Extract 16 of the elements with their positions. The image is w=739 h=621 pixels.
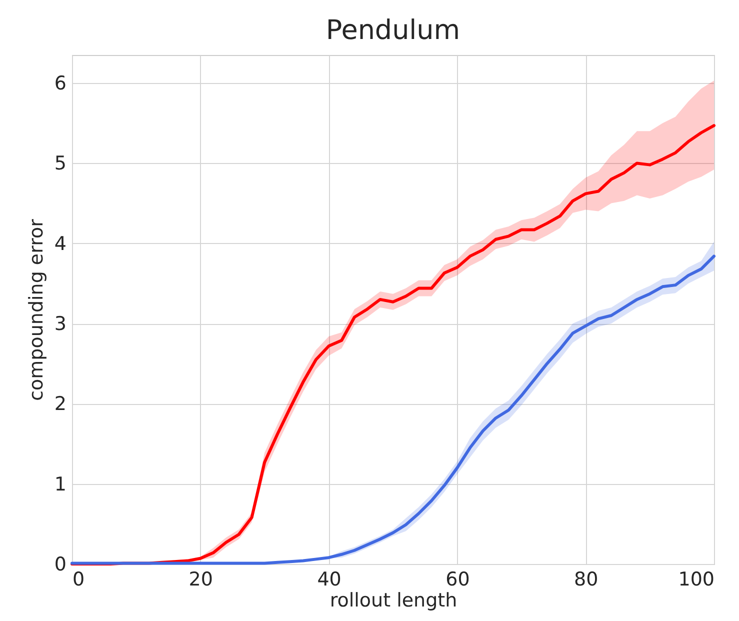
- y-tick-label: 3: [54, 313, 66, 336]
- y-tick-label: 2: [54, 393, 66, 416]
- y-tick-label: 1: [54, 473, 66, 496]
- y-tick-label: 6: [54, 72, 66, 95]
- y-tick-label: 4: [54, 232, 66, 255]
- x-tick-label: 20: [188, 568, 213, 590]
- y-tick-label: 0: [54, 554, 66, 576]
- x-axis-title: rollout length: [330, 590, 458, 612]
- y-axis-title: compounding error: [25, 218, 48, 401]
- y-tick-label: 5: [54, 152, 66, 175]
- x-tick-label: 40: [317, 568, 342, 590]
- x-tick-label: 60: [446, 568, 470, 590]
- x-tick-label: 0: [72, 568, 85, 590]
- chart-title: Pendulum: [326, 15, 460, 46]
- x-tick-label: 80: [574, 568, 598, 590]
- x-tick-label: 100: [678, 568, 714, 590]
